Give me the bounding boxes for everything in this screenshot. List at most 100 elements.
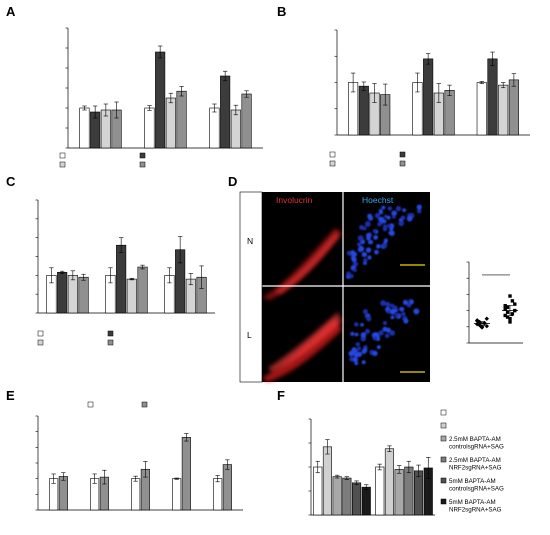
bar — [375, 466, 385, 516]
legend-label: 5mM BAPTA-AM NRF2sgRNA+SAG — [449, 499, 502, 514]
nucleus — [395, 205, 402, 212]
chart-a — [59, 27, 263, 168]
legend-label: 2.5mM BAPTA-AM controlsgRNA+SAG — [449, 436, 504, 451]
data-point — [505, 310, 510, 314]
nucleus — [401, 311, 406, 317]
bar — [116, 244, 127, 314]
data-point — [484, 316, 489, 321]
nucleus — [390, 315, 395, 320]
legend-swatch — [329, 160, 336, 167]
legend-swatch — [107, 330, 114, 337]
nucleus — [387, 223, 391, 228]
nucleus — [357, 235, 364, 242]
involucrin-stain-normal — [262, 228, 342, 300]
nucleus — [400, 215, 406, 220]
data-point — [510, 312, 515, 316]
nucleus — [416, 204, 422, 210]
panel-label-f: F — [277, 388, 285, 403]
nucleus — [406, 215, 413, 222]
bar — [181, 437, 191, 511]
panel-label-a: A — [6, 4, 16, 19]
legend-swatch — [440, 456, 447, 463]
nucleus — [382, 224, 388, 229]
nucleus — [367, 215, 374, 221]
nucleus — [416, 208, 422, 214]
micrograph-frame — [240, 192, 430, 382]
legend-swatch — [141, 401, 148, 408]
nucleus — [367, 240, 372, 245]
data-point — [508, 317, 512, 321]
bar — [423, 58, 434, 136]
bar — [351, 482, 362, 516]
bar — [342, 477, 352, 516]
micrograph-left-strip — [239, 191, 263, 383]
nucleus — [351, 251, 358, 257]
nucleus — [352, 261, 359, 267]
legend-swatch — [37, 330, 44, 337]
nucleus — [402, 299, 409, 305]
nucleus — [382, 326, 388, 332]
bar — [126, 278, 137, 314]
nucleus — [352, 268, 357, 273]
nucleus — [398, 220, 405, 227]
micrograph: Involucrin Hoechst N L — [239, 191, 430, 383]
data-point — [503, 304, 507, 308]
panel-label-d: D — [228, 174, 237, 189]
bar — [79, 107, 90, 149]
legend-label: 5mM BAPTA-AM controlsgRNA+SAG — [449, 478, 504, 493]
row-label-n: N — [247, 236, 253, 246]
legend-swatch — [440, 422, 447, 429]
data-point — [510, 299, 515, 303]
bar — [444, 90, 455, 136]
nucleus — [376, 244, 381, 249]
nucleus — [365, 247, 372, 253]
data-point — [505, 305, 510, 310]
nucleus — [386, 309, 391, 314]
nucleus — [358, 245, 365, 252]
legend-swatch — [440, 409, 447, 416]
bar — [498, 84, 509, 136]
nucleus — [356, 242, 362, 247]
bar — [131, 478, 141, 511]
nucleus — [373, 235, 379, 240]
nucleus — [367, 255, 372, 260]
bar — [384, 448, 395, 516]
nucleus — [386, 215, 391, 220]
nucleus — [357, 346, 362, 351]
bar — [241, 93, 252, 149]
nucleus — [360, 322, 364, 327]
nucleus — [361, 360, 366, 365]
legend-swatch — [399, 151, 406, 158]
nucleus — [374, 249, 379, 255]
legend-label: 2.5mM BAPTA-AM NRF2sgRNA+SAG — [449, 457, 502, 472]
nucleus — [391, 214, 396, 219]
data-point — [503, 307, 507, 311]
bar — [313, 466, 323, 516]
nucleus — [385, 301, 391, 307]
channel-label-hoechst: Hoechst — [362, 195, 394, 205]
nucleus — [389, 308, 396, 315]
nucleus — [361, 251, 367, 258]
nucleus — [381, 205, 386, 210]
nucleus — [378, 208, 383, 213]
nucleus — [365, 232, 371, 238]
data-point — [505, 315, 510, 319]
nucleus — [380, 300, 387, 306]
nucleus — [409, 300, 414, 305]
bar — [361, 486, 371, 516]
legend-swatch — [87, 401, 94, 408]
chart-c — [35, 199, 215, 346]
nucleus — [346, 271, 351, 276]
nucleus — [413, 308, 420, 315]
nucleus — [403, 318, 409, 324]
legend-swatch — [37, 339, 44, 346]
nucleus — [374, 212, 381, 219]
channel-label-involucrin: Involucrin — [276, 195, 313, 205]
nucleus — [391, 210, 397, 217]
nucleus — [354, 361, 359, 366]
data-point — [508, 320, 512, 324]
legend-swatch — [440, 498, 447, 505]
bar — [172, 478, 182, 511]
nucleus — [351, 256, 357, 263]
